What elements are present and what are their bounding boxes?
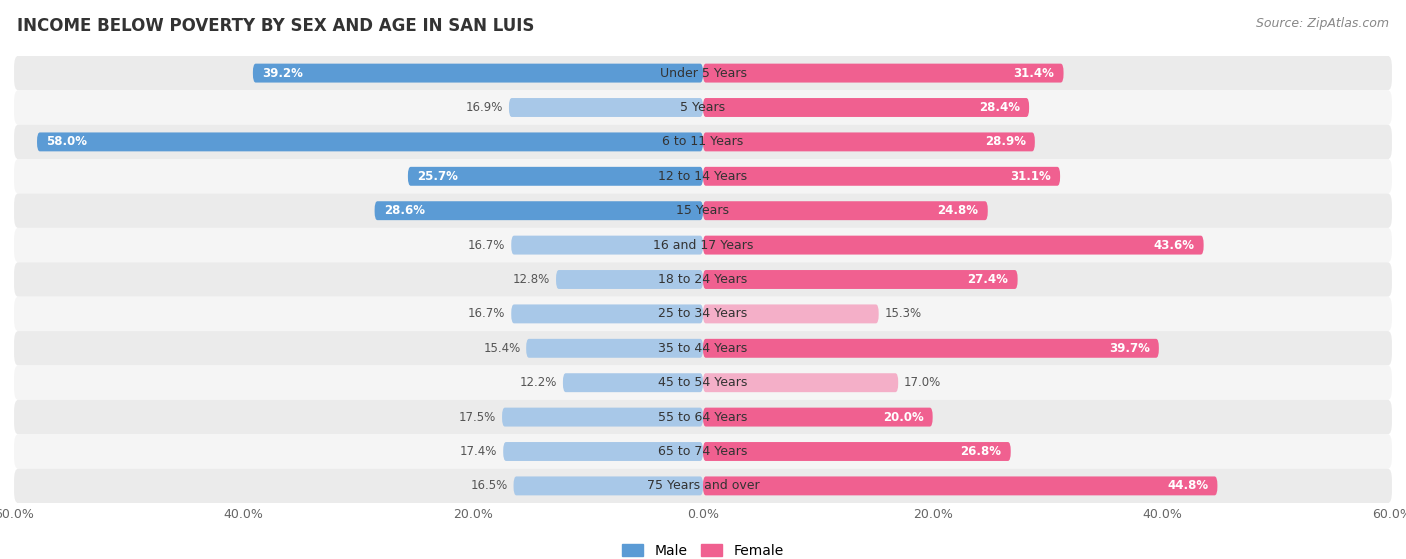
Text: 58.0%: 58.0% [46,135,87,148]
Text: 16.9%: 16.9% [465,101,503,114]
Text: 18 to 24 Years: 18 to 24 Years [658,273,748,286]
Text: 31.1%: 31.1% [1010,170,1050,183]
FancyBboxPatch shape [509,98,703,117]
Text: 16.7%: 16.7% [468,307,506,320]
Text: 25.7%: 25.7% [418,170,458,183]
FancyBboxPatch shape [703,270,1018,289]
Text: 55 to 64 Years: 55 to 64 Years [658,411,748,424]
FancyBboxPatch shape [703,236,1204,254]
FancyBboxPatch shape [14,159,1392,193]
Text: 25 to 34 Years: 25 to 34 Years [658,307,748,320]
FancyBboxPatch shape [503,442,703,461]
FancyBboxPatch shape [555,270,703,289]
Text: 16.5%: 16.5% [471,480,508,492]
Text: 26.8%: 26.8% [960,445,1001,458]
FancyBboxPatch shape [703,373,898,392]
Text: 16 and 17 Years: 16 and 17 Years [652,239,754,252]
FancyBboxPatch shape [14,262,1392,297]
Text: 35 to 44 Years: 35 to 44 Years [658,342,748,355]
FancyBboxPatch shape [14,297,1392,331]
FancyBboxPatch shape [512,236,703,254]
FancyBboxPatch shape [14,228,1392,262]
FancyBboxPatch shape [526,339,703,358]
FancyBboxPatch shape [14,56,1392,91]
Text: 15.4%: 15.4% [484,342,520,355]
FancyBboxPatch shape [37,132,703,151]
FancyBboxPatch shape [513,476,703,495]
Text: 17.5%: 17.5% [460,411,496,424]
FancyBboxPatch shape [703,408,932,427]
FancyBboxPatch shape [703,98,1029,117]
FancyBboxPatch shape [703,167,1060,186]
Text: 44.8%: 44.8% [1167,480,1208,492]
Text: 31.4%: 31.4% [1014,67,1054,79]
Text: INCOME BELOW POVERTY BY SEX AND AGE IN SAN LUIS: INCOME BELOW POVERTY BY SEX AND AGE IN S… [17,17,534,35]
FancyBboxPatch shape [703,305,879,323]
FancyBboxPatch shape [703,64,1063,83]
Text: 12 to 14 Years: 12 to 14 Years [658,170,748,183]
Text: 5 Years: 5 Years [681,101,725,114]
FancyBboxPatch shape [703,339,1159,358]
FancyBboxPatch shape [14,366,1392,400]
FancyBboxPatch shape [14,434,1392,468]
Text: 24.8%: 24.8% [938,204,979,217]
FancyBboxPatch shape [14,91,1392,125]
FancyBboxPatch shape [512,305,703,323]
FancyBboxPatch shape [374,201,703,220]
Text: 39.2%: 39.2% [262,67,302,79]
FancyBboxPatch shape [703,132,1035,151]
FancyBboxPatch shape [408,167,703,186]
Text: 17.4%: 17.4% [460,445,498,458]
Text: 6 to 11 Years: 6 to 11 Years [662,135,744,148]
Text: 28.9%: 28.9% [984,135,1025,148]
Text: 12.2%: 12.2% [520,376,557,389]
FancyBboxPatch shape [703,442,1011,461]
Text: 15.3%: 15.3% [884,307,921,320]
Text: 45 to 54 Years: 45 to 54 Years [658,376,748,389]
Text: 28.6%: 28.6% [384,204,425,217]
FancyBboxPatch shape [502,408,703,427]
FancyBboxPatch shape [14,331,1392,366]
FancyBboxPatch shape [562,373,703,392]
Text: 15 Years: 15 Years [676,204,730,217]
Text: 39.7%: 39.7% [1109,342,1150,355]
FancyBboxPatch shape [14,193,1392,228]
FancyBboxPatch shape [14,468,1392,503]
FancyBboxPatch shape [253,64,703,83]
FancyBboxPatch shape [14,400,1392,434]
Text: 75 Years and over: 75 Years and over [647,480,759,492]
FancyBboxPatch shape [14,125,1392,159]
Text: Under 5 Years: Under 5 Years [659,67,747,79]
Text: 20.0%: 20.0% [883,411,924,424]
Legend: Male, Female: Male, Female [617,538,789,559]
Text: 43.6%: 43.6% [1153,239,1195,252]
FancyBboxPatch shape [703,201,988,220]
Text: 65 to 74 Years: 65 to 74 Years [658,445,748,458]
Text: 12.8%: 12.8% [513,273,550,286]
Text: 27.4%: 27.4% [967,273,1008,286]
Text: 28.4%: 28.4% [979,101,1019,114]
Text: 16.7%: 16.7% [468,239,506,252]
Text: Source: ZipAtlas.com: Source: ZipAtlas.com [1256,17,1389,30]
FancyBboxPatch shape [703,476,1218,495]
Text: 17.0%: 17.0% [904,376,941,389]
